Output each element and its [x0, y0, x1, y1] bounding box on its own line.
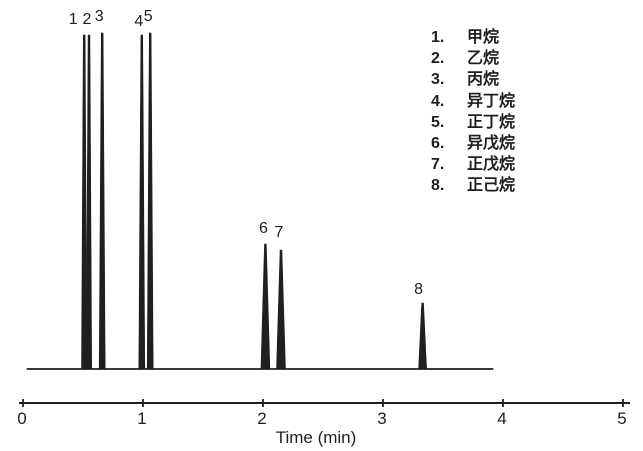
peak-label-5: 5: [144, 8, 153, 25]
peak-2: [85, 34, 93, 370]
legend-item-number: 7.: [431, 156, 445, 174]
legend-item-number: 3.: [431, 71, 445, 89]
legend-item-number: 1.: [431, 29, 445, 46]
legend-item-name: 异戊烷: [467, 135, 516, 153]
peak-label-3: 3: [95, 8, 104, 25]
x-axis-tick-label: 3: [377, 409, 386, 428]
legend-item: 5. 正丁烷: [431, 112, 515, 133]
peak-1: [81, 34, 88, 370]
legend-item: 4. 异丁烷: [431, 91, 515, 112]
peak-label-7: 7: [275, 224, 284, 241]
legend-item-number: 5.: [431, 113, 445, 131]
peak-label-6: 6: [259, 220, 268, 237]
legend-item: 7. 正戊烷: [431, 154, 515, 175]
legend-item: 8. 正己烷: [431, 175, 515, 196]
peak-label-2: 2: [83, 11, 92, 28]
peak-3: [98, 32, 106, 370]
legend-item-number: 2.: [431, 50, 445, 68]
x-axis-tick-label: 0: [17, 409, 26, 428]
legend-item-number: 6.: [431, 135, 445, 153]
peak-4: [138, 34, 146, 370]
legend-item-name: 丙烷: [467, 71, 500, 89]
x-axis-tick-label: 1: [137, 409, 146, 428]
legend-item: 2. 乙烷: [431, 48, 515, 69]
peak-8: [418, 302, 427, 370]
legend-item-name: 异丁烷: [467, 92, 516, 110]
legend-item-name: 正己烷: [467, 177, 516, 195]
legend-item: 1. 甲烷: [431, 27, 515, 48]
peak-label-8: 8: [414, 281, 423, 298]
legend-item: 6. 异戊烷: [431, 133, 515, 154]
peak-6: [260, 243, 271, 370]
peak-label-1: 1: [69, 11, 78, 28]
peak-legend: 1. 甲烷 2. 乙烷 3. 丙烷 4. 异丁烷 5. 正丁烷 6. 异戊烷 7…: [431, 27, 515, 197]
legend-item-name: 正丁烷: [467, 113, 516, 131]
peak-7: [276, 249, 286, 370]
legend-item-name: 甲烷: [467, 29, 500, 46]
x-axis-tick-label: 2: [257, 409, 266, 428]
legend-item-name: 正戊烷: [467, 156, 516, 174]
legend-item-number: 8.: [431, 177, 445, 195]
legend-item-name: 乙烷: [467, 50, 500, 68]
x-axis-title: Time (min): [276, 428, 357, 447]
x-axis-tick-label: 4: [497, 409, 506, 428]
legend-item: 3. 丙烷: [431, 69, 515, 90]
peak-5: [146, 32, 154, 370]
x-axis-tick-label: 5: [617, 409, 626, 428]
legend-item-number: 4.: [431, 92, 445, 110]
peak-label-4: 4: [134, 13, 143, 30]
